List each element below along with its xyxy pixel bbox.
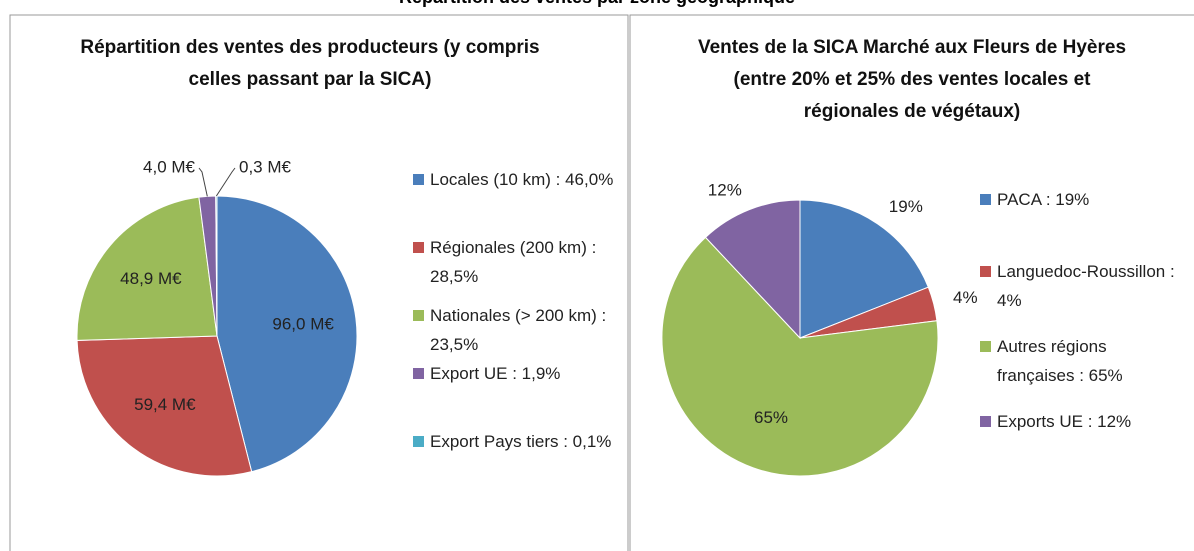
legend-label: Locales (10 km) : 46,0% xyxy=(430,170,614,189)
pie-slice xyxy=(76,196,218,341)
legend-swatch xyxy=(413,242,424,253)
page-title: Répartition des ventes par zone géograph… xyxy=(0,0,1194,8)
data-label: 4% xyxy=(953,288,978,307)
legend-entry: Régionales (200 km) : 28,5% xyxy=(413,233,625,291)
legend-label: Export UE : 1,9% xyxy=(430,364,561,383)
chart-title: Répartition des ventes des producteurs (… xyxy=(80,37,540,90)
legend-swatch xyxy=(980,341,991,352)
data-label: 48,9 M€ xyxy=(120,269,182,288)
pie-slice xyxy=(661,236,939,477)
legend-entry: Exports UE : 12% xyxy=(980,407,1182,436)
legend-entry: Export Pays tiers : 0,1% xyxy=(413,427,625,456)
panel xyxy=(9,14,629,551)
data-label: 12% xyxy=(708,181,742,200)
legend-swatch xyxy=(980,194,991,205)
data-label: 59,4 M€ xyxy=(134,395,196,414)
legend-swatch xyxy=(413,310,424,321)
legend-swatch xyxy=(413,368,424,379)
pie-slice xyxy=(799,199,929,339)
data-label: 96,0 M€ xyxy=(272,315,334,334)
legend-entry: Nationales (> 200 km) : 23,5% xyxy=(413,301,625,359)
legend-label: Languedoc-Roussillon : 4% xyxy=(997,262,1175,310)
legend-label: Exports UE : 12% xyxy=(997,412,1132,431)
data-label: 4,0 M€ xyxy=(143,157,196,176)
pie-slice xyxy=(76,335,253,477)
legend-swatch xyxy=(980,416,991,427)
pie-slice xyxy=(704,199,801,340)
legend-label: Export Pays tiers : 0,1% xyxy=(430,432,612,451)
panel xyxy=(629,14,1194,551)
legend-entry: Languedoc-Roussillon : 4% xyxy=(980,257,1182,315)
legend-label: Autres régions françaises : 65% xyxy=(997,337,1123,385)
legend-label: Régionales (200 km) : 28,5% xyxy=(430,238,597,286)
pie-slice xyxy=(215,195,218,337)
leader-line xyxy=(198,167,208,197)
data-label: 65% xyxy=(754,408,788,427)
legend-entry: Autres régions françaises : 65% xyxy=(980,332,1182,390)
legend-swatch xyxy=(413,174,424,185)
data-label: 0,3 M€ xyxy=(239,157,292,176)
chart-title: Ventes de la SICA Marché aux Fleurs de H… xyxy=(697,37,1127,122)
pie-slice xyxy=(216,195,358,473)
legend-entry: PACA : 19% xyxy=(980,185,1182,214)
legend-swatch xyxy=(413,436,424,447)
legend-entry: Locales (10 km) : 46,0% xyxy=(413,165,625,194)
legend-label: PACA : 19% xyxy=(997,190,1090,209)
leader-line xyxy=(215,167,236,197)
legend-entry: Export UE : 1,9% xyxy=(413,359,625,388)
legend-label: Nationales (> 200 km) : 23,5% xyxy=(430,306,607,354)
legend-swatch xyxy=(980,266,991,277)
data-label: 19% xyxy=(889,197,923,216)
